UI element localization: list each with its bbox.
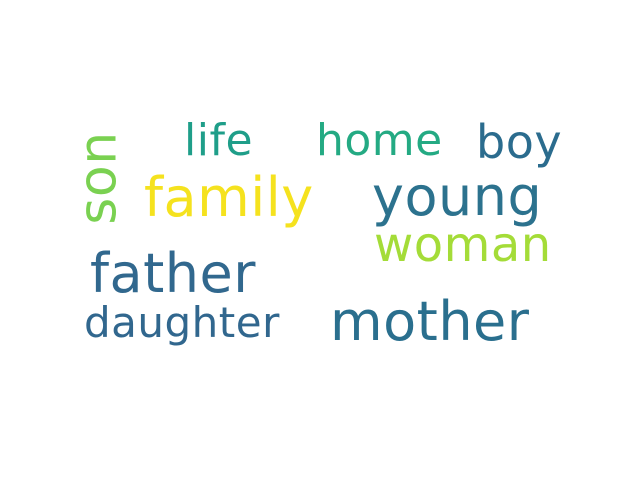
word-young: young [372, 165, 543, 228]
word-mother: mother [330, 290, 530, 353]
word-son: son [68, 131, 129, 225]
word-life: life [184, 115, 254, 166]
word-home: home [316, 115, 443, 166]
word-boy: boy [476, 115, 563, 169]
word-woman: woman [374, 217, 552, 273]
word-family: family [144, 166, 314, 229]
word-daughter: daughter [84, 298, 280, 347]
word-father: father [90, 242, 256, 305]
